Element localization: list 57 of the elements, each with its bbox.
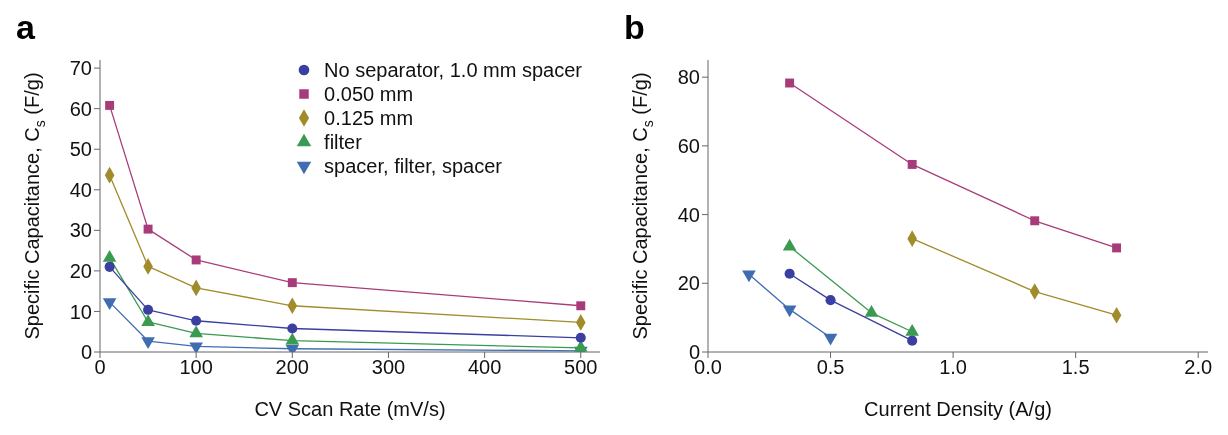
point: [785, 78, 795, 88]
legend-label: spacer, filter, spacer: [324, 154, 502, 178]
x-tick-label: 2.0: [1184, 356, 1213, 379]
point: [141, 314, 155, 326]
x-axis-title: CV Scan Rate (mV/s): [254, 398, 446, 420]
x-tick-label: 0: [94, 356, 106, 379]
y-tick-label: 30: [69, 219, 92, 242]
point: [104, 261, 115, 272]
x-tick-label: 1.5: [1061, 356, 1090, 379]
point: [907, 335, 918, 346]
y-tick-label: 50: [69, 138, 92, 161]
point: [287, 278, 297, 288]
chart-title: a: [16, 8, 35, 47]
y-tick-label: 60: [69, 97, 92, 120]
x-tick-label: 300: [371, 356, 406, 379]
point: [1112, 243, 1122, 253]
legend-label: No separator, 1.0 mm spacer: [324, 58, 582, 82]
legend-label: 0.050 mm: [324, 82, 414, 106]
x-tick-label: 1.0: [939, 356, 967, 379]
x-tick-label: 100: [179, 356, 213, 379]
point: [784, 268, 795, 279]
x-tick-label: 0.5: [816, 356, 845, 379]
point: [907, 159, 917, 169]
point: [1030, 216, 1040, 226]
point: [143, 224, 153, 234]
y-tick-label: 40: [677, 203, 700, 226]
point: [576, 301, 586, 311]
legend-label: filter: [324, 130, 362, 154]
y-tick-label: 20: [69, 259, 92, 282]
chart-title: b: [624, 8, 645, 47]
point: [825, 295, 836, 306]
point: [102, 250, 117, 262]
y-tick-label: 10: [69, 300, 92, 323]
point: [105, 100, 115, 110]
y-tick-label: 40: [69, 178, 92, 201]
y-tick-label: 0: [80, 341, 92, 364]
point: [143, 304, 154, 315]
point: [823, 333, 838, 346]
x-tick-label: 200: [275, 356, 309, 379]
y-tick-label: 60: [677, 134, 700, 157]
point: [191, 315, 202, 326]
point: [285, 332, 300, 345]
point: [742, 270, 756, 283]
x-tick-label: 400: [467, 356, 502, 379]
point: [189, 342, 203, 352]
point: [189, 325, 203, 338]
x-tick-label: 500: [564, 356, 598, 379]
point: [782, 305, 797, 318]
point: [191, 255, 201, 265]
point: [573, 340, 588, 352]
x-axis-title: Current Density (A/g): [864, 398, 1052, 420]
y-tick-label: 20: [677, 272, 700, 295]
y-tick-label: 70: [69, 57, 92, 80]
point: [575, 332, 586, 343]
y-tick-label: 80: [677, 66, 700, 89]
legend-label: 0.125 mm: [324, 106, 414, 130]
point: [287, 323, 298, 334]
